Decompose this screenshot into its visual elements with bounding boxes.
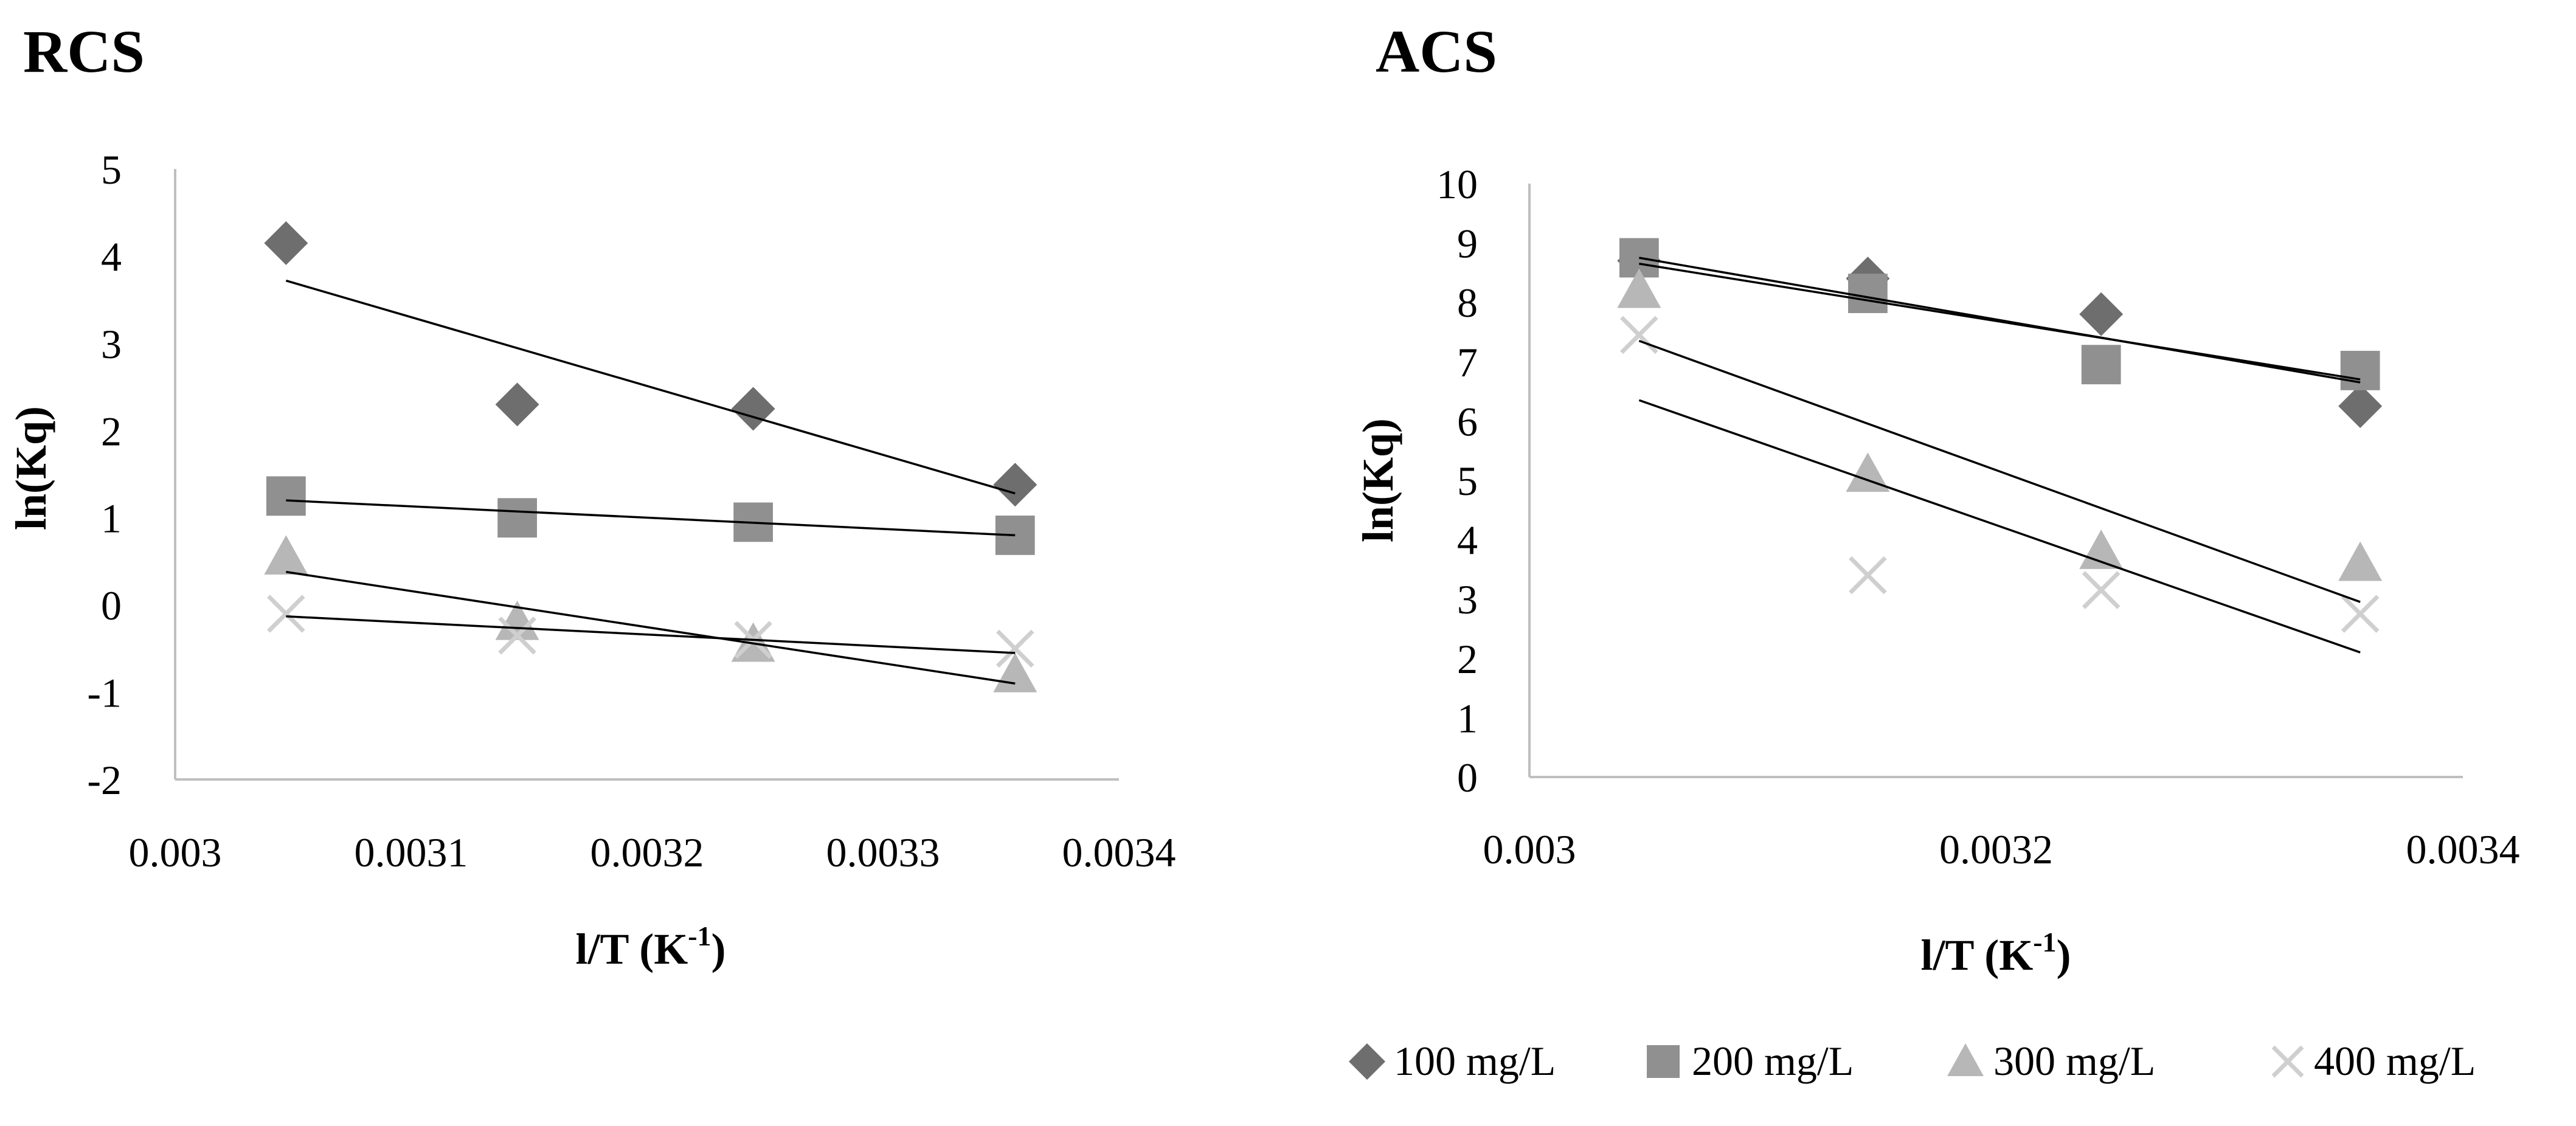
acs-title: ACS xyxy=(1376,18,1497,85)
acs-point-cross xyxy=(2082,571,2121,609)
rcs-point-diamond xyxy=(993,463,1037,507)
legend-marker-triangle xyxy=(1947,1043,1984,1076)
acs-point-cross xyxy=(2341,595,2380,633)
rcs-trendline-triangle xyxy=(286,570,1016,685)
legend-label-diamond: 100 mg/L xyxy=(1394,1038,1556,1084)
rcs-point-triangle xyxy=(264,535,308,575)
acs-y-tick-label: 3 xyxy=(1457,576,1478,623)
rcs-y-axis-label: ln(Kq) xyxy=(7,406,55,530)
acs-point-triangle xyxy=(1617,268,1661,308)
rcs-y-tick-label: 2 xyxy=(101,408,122,454)
rcs-y-tick-label: 1 xyxy=(101,496,122,542)
acs-y-tick-label: 1 xyxy=(1457,695,1478,741)
rcs-y-tick-label: -2 xyxy=(87,757,122,803)
rcs-x-axis-label: l/T (K-1) xyxy=(575,920,725,973)
acs-point-diamond xyxy=(2338,384,2383,428)
acs-x-tick-label: 0.0034 xyxy=(2406,826,2520,872)
rcs-x-tick-label: 0.003 xyxy=(129,829,222,876)
rcs-x-tick-label: 0.0032 xyxy=(590,829,704,876)
acs-chart: 0 1 2 3 4 5 6 7 8 9 10 0.003 0.0032 0.0034 ln(Kq) l/T (… xyxy=(1354,161,2520,979)
rcs-point-diamond xyxy=(731,387,775,431)
rcs-trendline-cross xyxy=(286,615,1016,654)
acs-point-triangle xyxy=(2338,541,2383,581)
acs-y-axis-label: ln(Kq) xyxy=(1354,418,1402,542)
legend-marker-cross xyxy=(2271,1045,2304,1078)
legend-marker-square xyxy=(1647,1045,1680,1078)
acs-trendline-triangle xyxy=(1638,339,2361,603)
acs-point-cross xyxy=(1620,316,1658,354)
acs-y-tick-label: 5 xyxy=(1457,458,1478,504)
rcs-y-tick-label: 3 xyxy=(101,321,122,367)
legend-label-square: 200 mg/L xyxy=(1692,1038,1854,1084)
acs-trendline-cross xyxy=(1638,399,2361,654)
legend-marker-diamond xyxy=(1349,1043,1385,1080)
acs-y-tick-label: 7 xyxy=(1457,339,1478,385)
acs-point-triangle xyxy=(1846,452,1890,492)
acs-point-square xyxy=(2340,351,2380,390)
acs-point-square xyxy=(2081,345,2121,385)
rcs-trendline-square xyxy=(286,499,1016,537)
legend: 100 mg/L 200 mg/L 300 mg/L 400 mg/L xyxy=(1349,1038,2476,1084)
acs-point-square xyxy=(1848,274,1888,313)
acs-y-tick-label: 4 xyxy=(1457,517,1478,564)
acs-y-tick-label: 8 xyxy=(1457,280,1478,326)
rcs-point-triangle xyxy=(495,600,539,640)
acs-y-tick-label: 0 xyxy=(1457,755,1478,801)
legend-label-triangle: 300 mg/L xyxy=(1993,1038,2155,1084)
rcs-x-tick-label: 0.0031 xyxy=(355,829,468,876)
acs-y-tick-label: 9 xyxy=(1457,221,1478,267)
legend-label-cross: 400 mg/L xyxy=(2314,1038,2476,1084)
acs-point-cross xyxy=(1849,556,1887,595)
acs-x-axis-label: l/T (K-1) xyxy=(1920,927,2071,979)
rcs-point-triangle xyxy=(993,652,1037,693)
rcs-trendline-diamond xyxy=(285,279,1016,495)
rcs-y-tick-label: 5 xyxy=(101,147,122,193)
acs-trendline-square xyxy=(1639,263,2361,381)
acs-y-tick-label: 6 xyxy=(1457,398,1478,444)
rcs-x-tick-label: 0.0033 xyxy=(826,829,940,876)
rcs-point-cross xyxy=(498,617,536,655)
rcs-point-square xyxy=(266,476,306,516)
rcs-x-tick-label: 0.0034 xyxy=(1062,829,1176,876)
rcs-point-square xyxy=(497,498,537,538)
rcs-chart: -2 -1 0 1 2 3 4 5 0.003 0.0031 0.0032 0.0033 0.0034 l… xyxy=(7,147,1176,973)
rcs-y-tick-label: 4 xyxy=(101,233,122,280)
rcs-point-cross xyxy=(996,629,1034,668)
rcs-point-cross xyxy=(267,595,305,633)
rcs-y-tick-label: 0 xyxy=(101,582,122,629)
acs-x-tick-label: 0.0032 xyxy=(1939,826,2053,872)
acs-y-tick-label: 2 xyxy=(1457,636,1478,682)
acs-x-tick-label: 0.003 xyxy=(1483,826,1576,872)
rcs-point-diamond xyxy=(264,221,308,265)
rcs-point-diamond xyxy=(495,382,539,427)
rcs-title: RCS xyxy=(23,18,145,85)
acs-trendline-diamond xyxy=(1639,257,2361,384)
acs-point-triangle xyxy=(2079,530,2124,569)
acs-point-diamond xyxy=(2079,292,2124,336)
rcs-y-tick-label: -1 xyxy=(87,670,122,716)
acs-y-tick-label: 10 xyxy=(1436,161,1478,207)
